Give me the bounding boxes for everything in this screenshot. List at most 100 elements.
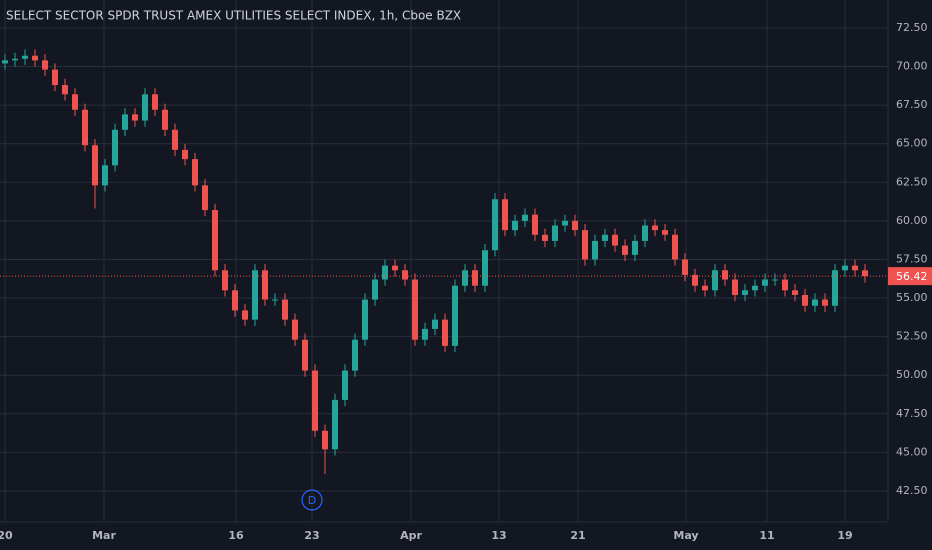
candle-body <box>692 274 698 286</box>
candle-body <box>752 285 758 291</box>
x-tick-label: 16 <box>228 529 244 542</box>
candle-body <box>152 94 158 110</box>
candle-body <box>722 270 728 280</box>
candle-body <box>642 225 648 241</box>
axis-labels: 42.50 45.00 47.50 50.00 52.50 55.00 57.50 60.00… <box>0 21 932 542</box>
candle-body <box>662 230 668 235</box>
chart-title: SELECT SECTOR SPDR TRUST AMEX UTILITIES … <box>6 9 461 23</box>
candle-body <box>242 310 248 320</box>
candle-body <box>292 319 298 340</box>
candle-body <box>682 259 688 275</box>
candle-body <box>542 234 548 241</box>
candle-body <box>402 270 408 280</box>
y-tick-label: 45.00 <box>896 445 928 458</box>
candle-body <box>142 94 148 121</box>
y-tick-label: 47.50 <box>896 407 928 420</box>
candle-body <box>462 270 468 286</box>
candle-body <box>832 270 838 306</box>
candle-body <box>582 230 588 260</box>
candle-body <box>712 270 718 291</box>
y-tick-label: 67.50 <box>896 98 928 111</box>
candle-body <box>742 290 748 295</box>
y-tick-label: 42.50 <box>896 484 928 497</box>
candle-body <box>602 234 608 241</box>
candle-body <box>782 279 788 291</box>
candle-body <box>862 270 868 277</box>
x-tick-label: 11 <box>759 529 774 542</box>
candle-body <box>102 165 108 186</box>
x-tick-label: Mar <box>92 529 116 542</box>
candle-body <box>632 240 638 255</box>
candle-body <box>52 69 58 86</box>
candle-body <box>222 270 228 291</box>
candle-body <box>412 279 418 340</box>
candle-body <box>192 159 198 186</box>
candle-body <box>592 240 598 260</box>
x-tick-label: 23 <box>304 529 319 542</box>
candle-body <box>212 210 218 271</box>
candle-body <box>512 220 518 231</box>
candle-body <box>162 109 168 130</box>
event-marker[interactable] <box>301 489 323 511</box>
candle-body <box>22 55 28 59</box>
candle-body <box>312 370 318 431</box>
candle-body <box>122 114 128 130</box>
candle-body <box>532 214 538 235</box>
last-price-tag <box>888 267 932 286</box>
candle-body <box>2 60 8 64</box>
candle-body <box>482 250 488 286</box>
candle-body <box>172 129 178 150</box>
x-tick-label: 21 <box>570 529 585 542</box>
candle-body <box>32 55 38 61</box>
y-tick-label: 52.50 <box>896 330 928 343</box>
candle-body <box>342 370 348 400</box>
y-tick-label: 50.00 <box>896 368 928 381</box>
candle-body <box>62 85 68 95</box>
candle-body <box>362 299 368 340</box>
y-tick-label: 65.00 <box>896 137 928 150</box>
y-tick-label: 55.00 <box>896 291 928 304</box>
y-tick-label: 57.50 <box>896 252 928 265</box>
candle-body <box>392 265 398 271</box>
candle-body <box>562 220 568 226</box>
candle-body <box>382 265 388 280</box>
candle-body <box>852 265 858 271</box>
y-tick-label: 60.00 <box>896 214 928 227</box>
candle-body <box>772 279 778 281</box>
candle-body <box>72 94 78 110</box>
x-tick-label: May <box>673 529 698 542</box>
candle-body <box>432 319 438 329</box>
candle-body <box>282 299 288 320</box>
candles <box>0 49 888 474</box>
candle-body <box>202 185 208 211</box>
candle-body <box>822 299 828 306</box>
candle-body <box>762 279 768 286</box>
candle-body <box>842 265 848 271</box>
candle-body <box>452 285 458 346</box>
candle-body <box>132 114 138 121</box>
candle-body <box>522 214 528 221</box>
candle-body <box>502 199 508 231</box>
candle-body <box>12 58 18 61</box>
candle-body <box>182 149 188 160</box>
x-tick-label: 19 <box>837 529 852 542</box>
x-tick-label: 20 <box>0 529 13 542</box>
candle-body <box>42 60 48 70</box>
candle-body <box>92 145 98 186</box>
candle-body <box>272 299 278 301</box>
y-tick-label: 70.00 <box>896 60 928 73</box>
candle-body <box>112 129 118 166</box>
candle-body <box>352 339 358 371</box>
x-tick-label: Apr <box>400 529 422 542</box>
candle-body <box>652 225 658 231</box>
candle-body <box>372 279 378 300</box>
candle-body <box>612 234 618 246</box>
candle-body <box>622 245 628 255</box>
x-tick-label: 13 <box>491 529 506 542</box>
y-tick-label: 72.50 <box>896 21 928 34</box>
candle-body <box>322 430 328 450</box>
candle-body <box>442 319 448 346</box>
y-tick-label: 62.50 <box>896 175 928 188</box>
last-price-label: 56.42 <box>896 270 928 283</box>
